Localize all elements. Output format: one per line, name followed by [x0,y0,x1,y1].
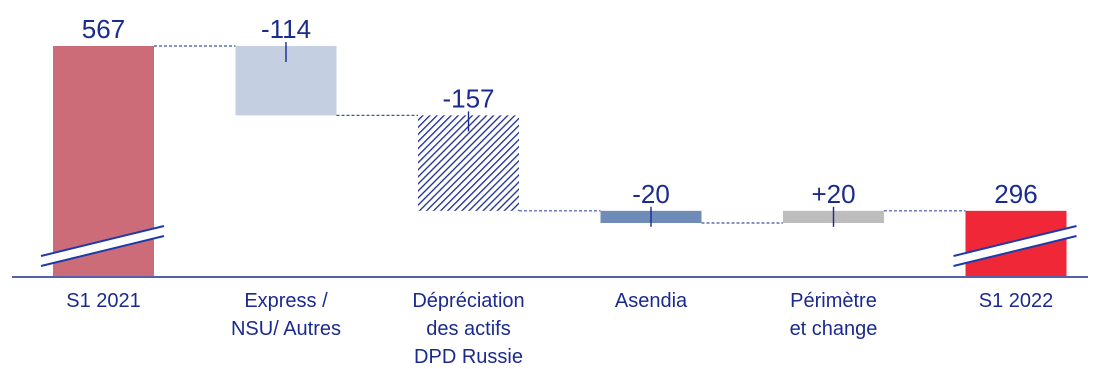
value-label: -114 [261,14,311,44]
axis-break-line [953,225,1077,257]
connector-lines [154,45,966,224]
axis-break-line [40,225,165,257]
labels-group: 567 -114 -157 -20 +20 296 S1 2021 Express / NSU/… [66,14,1053,368]
bars-group [53,46,1067,276]
category-label: S1 2022 [979,290,1054,312]
axis-break-marks [40,225,1077,267]
value-label: 567 [82,14,125,44]
value-label: -157 [442,83,494,113]
axis-break-gap [41,226,164,266]
value-label: +20 [811,179,855,209]
category-label: Asendia [615,290,688,312]
category-label: Express / NSU/ Autres [231,290,341,340]
category-label: S1 2021 [66,290,141,312]
value-label: 296 [994,179,1037,209]
axis-break-line [953,235,1077,267]
axis-break-line [40,235,165,267]
category-label: Périmètre et change [790,290,878,340]
axis-break-gap [953,226,1077,266]
value-label: -20 [632,179,670,209]
category-label: Dépréciation des actifs DPD Russie [412,290,524,368]
